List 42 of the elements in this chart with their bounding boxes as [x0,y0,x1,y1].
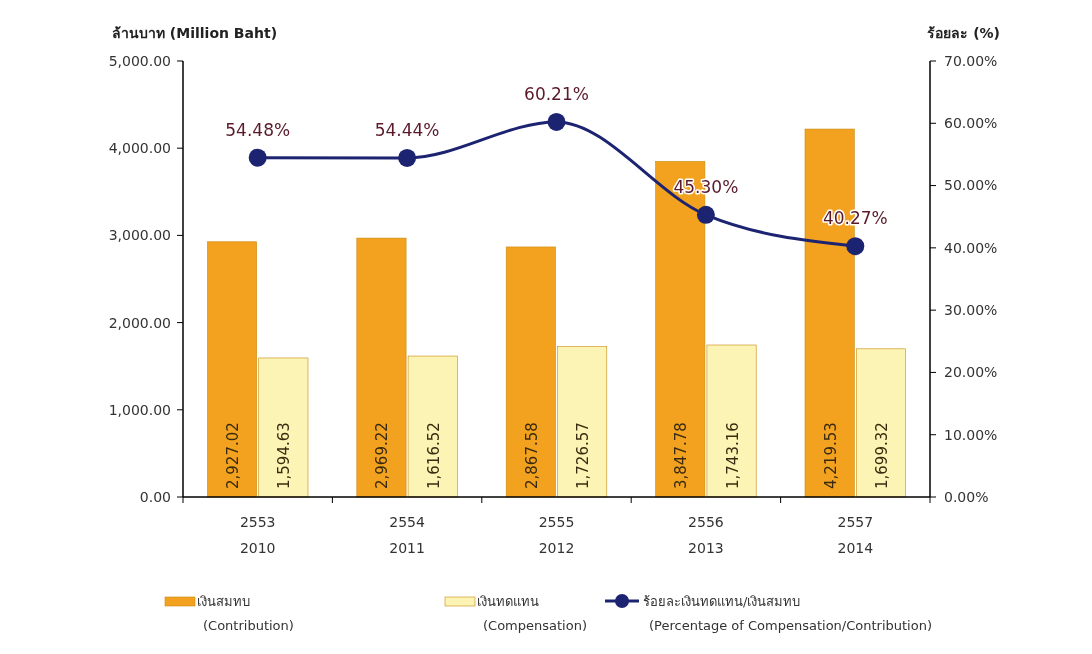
y2-tick-label: 50.00% [944,177,998,194]
y2-tick-label: 60.00% [944,115,998,132]
y-axis-title: ล้านบาท (Million Baht) [112,25,278,41]
data-label: 2,927.02 [224,422,243,489]
data-label: 1,726.57 [574,422,593,489]
point [846,237,865,256]
data-label: 2,867.58 [522,422,541,489]
y-tick-label: 2,000.00 [108,314,171,331]
data-label: 2,969.22 [373,422,392,489]
legend-label: เงินสมทบ (Contribution) [197,594,294,633]
x-tick-label: 2557 2014 [837,514,874,556]
y-tick-label: 1,000.00 [108,401,171,418]
y-tick-label: 3,000.00 [108,227,171,244]
data-label: 54.44% [374,119,440,140]
y2-tick-label: 40.00% [944,239,998,256]
y-tick-label: 5,000.00 [108,52,171,69]
data-label: 54.48% [225,119,291,140]
y2-axis-title: ร้อยละ (%) [927,25,1000,41]
x-tick-label: 2553 2010 [239,514,276,556]
y2-tick-label: 30.00% [944,302,998,319]
data-label: 60.21% [524,83,589,104]
data-label: 3,847.78 [672,422,691,489]
y-tick-label: 4,000.00 [108,140,171,157]
x-tick-label: 2554 2011 [389,514,425,556]
data-label: 1,594.63 [275,422,294,489]
legend-label: ร้อยละเงินทดแทน/เงินสมทบ (Percentage of Compensation/Contribution) [643,594,932,633]
point [547,112,566,131]
data-label: 1,743.16 [723,422,742,489]
point [398,148,417,167]
x-tick-label: 2555 2012 [538,514,575,556]
y2-tick-label: 10.00% [944,426,998,443]
data-label: 4,219.53 [821,422,840,489]
data-label: 1,616.52 [424,422,443,489]
y2-tick-label: 20.00% [944,364,998,381]
data-label: 1,699.32 [872,422,891,489]
y-tick-label: 0.00 [139,488,171,505]
y2-tick-label: 70.00% [944,52,998,69]
point [248,148,267,167]
legend-label: เงินทดแทน (Compensation) [477,594,587,633]
x-tick-label: 2556 2013 [688,514,724,556]
y2-tick-label: 0.00% [944,488,989,505]
point [696,205,715,224]
